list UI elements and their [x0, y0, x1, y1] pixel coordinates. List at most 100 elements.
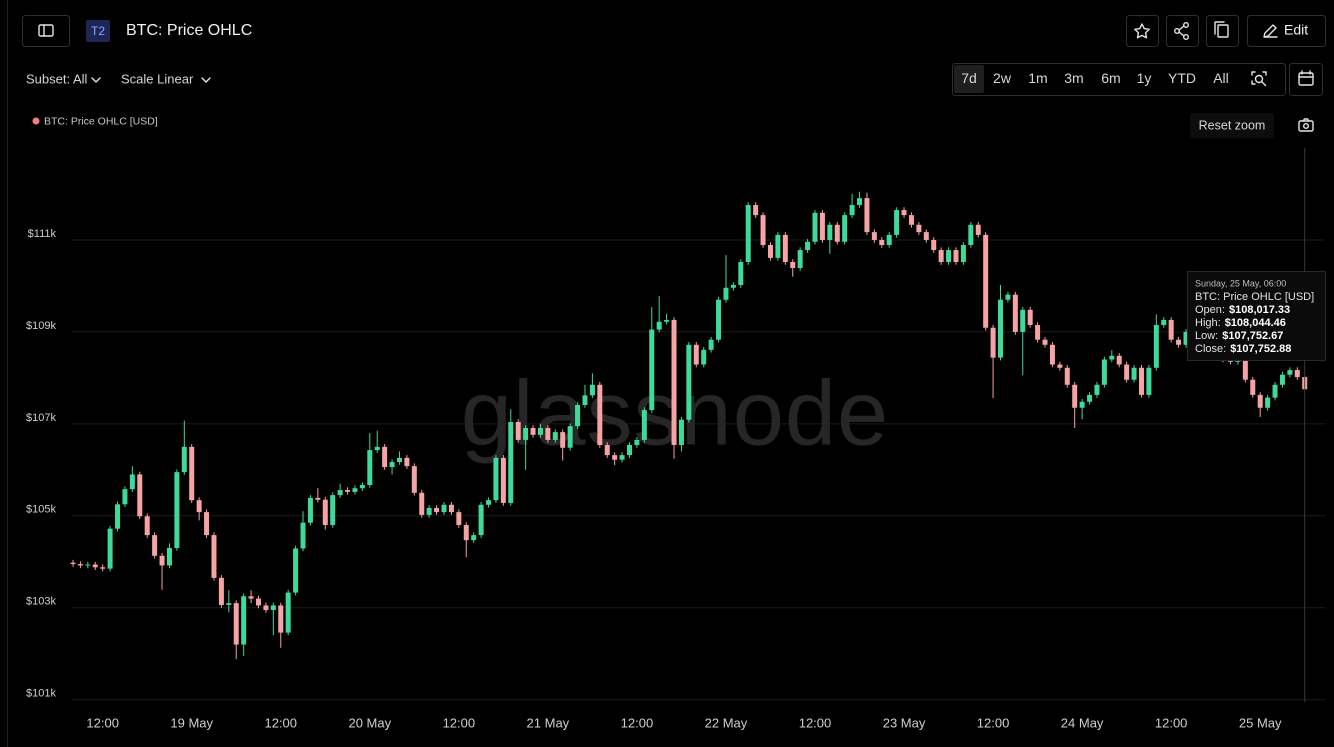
range-label: YTD — [1168, 70, 1196, 86]
candle-body — [716, 299, 722, 340]
candle-body — [434, 507, 440, 513]
candle-body — [619, 455, 625, 460]
candle-body — [819, 212, 825, 240]
range-active-bg — [954, 65, 984, 93]
candle-body — [545, 427, 551, 440]
candle-body — [1042, 339, 1048, 345]
candle-body — [738, 262, 744, 286]
candle-body — [322, 499, 328, 525]
subset-dropdown[interactable]: Subset: All — [26, 71, 101, 86]
candle-body — [285, 592, 291, 633]
candle-body — [441, 504, 447, 513]
candle-body — [686, 344, 692, 420]
candle-body — [1027, 309, 1033, 326]
candle-body — [975, 224, 981, 235]
duplicate-button[interactable] — [1206, 15, 1239, 47]
candle-body — [1183, 331, 1189, 345]
candle-body — [953, 250, 959, 263]
range-label: 6m — [1101, 70, 1120, 86]
range-button[interactable]: 1y — [1137, 70, 1152, 86]
x-tick-label: 12:00 — [1155, 715, 1188, 730]
range-button[interactable]: 3m — [1064, 70, 1083, 86]
edit-button[interactable]: Edit — [1247, 15, 1326, 47]
candle-body — [508, 422, 514, 503]
candle-body — [337, 490, 343, 496]
candle-body — [575, 405, 581, 427]
candle-body — [1116, 355, 1122, 365]
candle-body — [389, 462, 395, 468]
candle-body — [122, 489, 128, 505]
candle-body — [931, 239, 937, 251]
x-tick-label: 12:00 — [621, 715, 654, 730]
reset-zoom-button[interactable]: Reset zoom — [1190, 113, 1274, 138]
candle-body — [849, 205, 855, 216]
tooltip-label: Open: — [1195, 304, 1225, 316]
candle-body — [983, 234, 989, 328]
favorite-button[interactable] — [1126, 15, 1159, 47]
x-tick-label: 22 May — [705, 715, 748, 730]
candle-body — [1035, 325, 1041, 340]
tooltip-label: Close: — [1195, 343, 1226, 355]
candle-body — [233, 603, 239, 645]
candle-body — [85, 564, 91, 566]
candle-body — [456, 512, 462, 525]
candle-body — [300, 522, 306, 549]
candle-body — [315, 497, 321, 500]
download-image-button[interactable] — [1298, 118, 1314, 132]
tooltip-row: Close: $107,752.88 — [1195, 343, 1291, 355]
candle-body — [1168, 319, 1174, 340]
candle-body — [857, 198, 863, 206]
candle-body — [241, 596, 247, 645]
candle-body — [879, 239, 885, 246]
candle-body — [263, 605, 269, 611]
candle-body — [196, 500, 202, 513]
candle-body — [404, 457, 410, 467]
candle-body — [181, 446, 187, 473]
candle-body — [1079, 401, 1085, 408]
candle-body — [664, 319, 670, 322]
calendar-button[interactable] — [1289, 63, 1323, 96]
candle-body — [589, 384, 595, 396]
candle-body — [968, 224, 974, 246]
tooltip-value: $107,752.88 — [1230, 343, 1291, 355]
candle-body — [189, 446, 195, 501]
candle-body — [523, 427, 529, 440]
candle-body — [990, 327, 996, 358]
candle-body — [537, 427, 543, 435]
candle-body — [448, 504, 454, 513]
range-button[interactable]: 7d — [954, 65, 984, 93]
legend-label[interactable]: BTC: Price OHLC [USD] — [44, 115, 158, 127]
x-tick-label: 23 May — [883, 715, 926, 730]
candle-body — [916, 224, 922, 233]
range-button[interactable]: 6m — [1101, 70, 1120, 86]
candle-body — [270, 605, 276, 611]
edit-label: Edit — [1284, 22, 1308, 38]
candle-body — [842, 215, 848, 242]
candle-body — [515, 422, 521, 440]
share-button[interactable] — [1166, 15, 1199, 47]
candle-body — [218, 577, 224, 605]
candle-body — [671, 319, 677, 445]
range-button[interactable]: 2w — [993, 70, 1012, 86]
candle-body — [204, 512, 210, 536]
candle-body — [1265, 397, 1271, 408]
range-button[interactable]: 1m — [1028, 70, 1047, 86]
range-label: All — [1213, 70, 1229, 86]
reset-zoom-label: Reset zoom — [1199, 118, 1266, 132]
zoom-select-button[interactable] — [1251, 71, 1267, 87]
subset-label: Subset: All — [26, 71, 88, 86]
scale-dropdown[interactable]: Scale Linear — [121, 71, 211, 86]
candle-body — [100, 567, 106, 569]
candle-body — [1242, 358, 1248, 380]
candle-body — [1109, 355, 1115, 360]
sidebar-toggle[interactable] — [22, 15, 70, 47]
candle-body — [226, 603, 232, 605]
candle-body — [693, 344, 699, 365]
candle-body — [567, 426, 573, 448]
candle-body — [129, 474, 135, 490]
x-tick-label: 12:00 — [86, 715, 119, 730]
range-button[interactable]: All — [1213, 70, 1229, 86]
range-button[interactable]: YTD — [1168, 70, 1196, 86]
candle-body — [612, 455, 618, 460]
candle-body — [1094, 384, 1100, 395]
